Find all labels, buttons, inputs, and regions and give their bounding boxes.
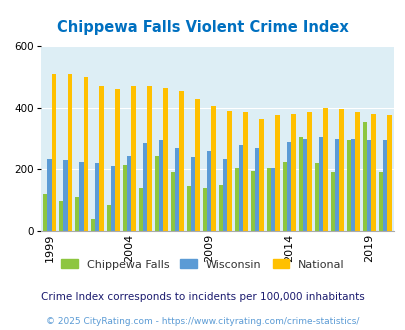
Text: Crime Index corresponds to incidents per 100,000 inhabitants: Crime Index corresponds to incidents per…: [41, 292, 364, 302]
Bar: [202, 188, 207, 231]
Bar: [318, 137, 322, 231]
Bar: [83, 77, 87, 231]
Bar: [218, 185, 222, 231]
Bar: [298, 137, 302, 231]
Bar: [91, 219, 95, 231]
Bar: [131, 86, 135, 231]
Bar: [282, 162, 286, 231]
Bar: [59, 201, 63, 231]
Bar: [250, 171, 254, 231]
Bar: [186, 186, 191, 231]
Legend: Chippewa Falls, Wisconsin, National: Chippewa Falls, Wisconsin, National: [57, 255, 348, 274]
Text: Chippewa Falls Violent Crime Index: Chippewa Falls Violent Crime Index: [57, 20, 348, 35]
Bar: [195, 99, 199, 231]
Bar: [63, 160, 67, 231]
Text: © 2025 CityRating.com - https://www.cityrating.com/crime-statistics/: © 2025 CityRating.com - https://www.city…: [46, 317, 359, 326]
Bar: [307, 113, 311, 231]
Bar: [115, 89, 119, 231]
Bar: [95, 163, 99, 231]
Bar: [330, 173, 334, 231]
Bar: [222, 159, 227, 231]
Bar: [143, 143, 147, 231]
Bar: [207, 151, 211, 231]
Bar: [163, 88, 167, 231]
Bar: [243, 113, 247, 231]
Bar: [370, 114, 375, 231]
Bar: [107, 205, 111, 231]
Bar: [290, 114, 295, 231]
Bar: [159, 140, 163, 231]
Bar: [314, 163, 318, 231]
Bar: [99, 86, 104, 231]
Bar: [334, 139, 339, 231]
Bar: [175, 148, 179, 231]
Bar: [239, 145, 243, 231]
Bar: [211, 106, 215, 231]
Bar: [275, 115, 279, 231]
Bar: [51, 74, 56, 231]
Bar: [254, 148, 259, 231]
Bar: [386, 115, 390, 231]
Bar: [266, 168, 270, 231]
Bar: [302, 139, 307, 231]
Bar: [67, 74, 72, 231]
Bar: [322, 108, 327, 231]
Bar: [75, 197, 79, 231]
Bar: [362, 122, 366, 231]
Bar: [270, 168, 275, 231]
Bar: [43, 194, 47, 231]
Bar: [234, 168, 239, 231]
Bar: [286, 142, 290, 231]
Bar: [171, 173, 175, 231]
Bar: [147, 86, 151, 231]
Bar: [79, 162, 83, 231]
Bar: [139, 188, 143, 231]
Bar: [154, 155, 159, 231]
Bar: [47, 159, 51, 231]
Bar: [111, 166, 115, 231]
Bar: [350, 139, 354, 231]
Bar: [354, 113, 359, 231]
Bar: [259, 118, 263, 231]
Bar: [339, 109, 343, 231]
Bar: [346, 140, 350, 231]
Bar: [123, 165, 127, 231]
Bar: [382, 140, 386, 231]
Bar: [191, 157, 195, 231]
Bar: [179, 91, 183, 231]
Bar: [366, 140, 370, 231]
Bar: [377, 173, 382, 231]
Bar: [127, 155, 131, 231]
Bar: [227, 111, 231, 231]
